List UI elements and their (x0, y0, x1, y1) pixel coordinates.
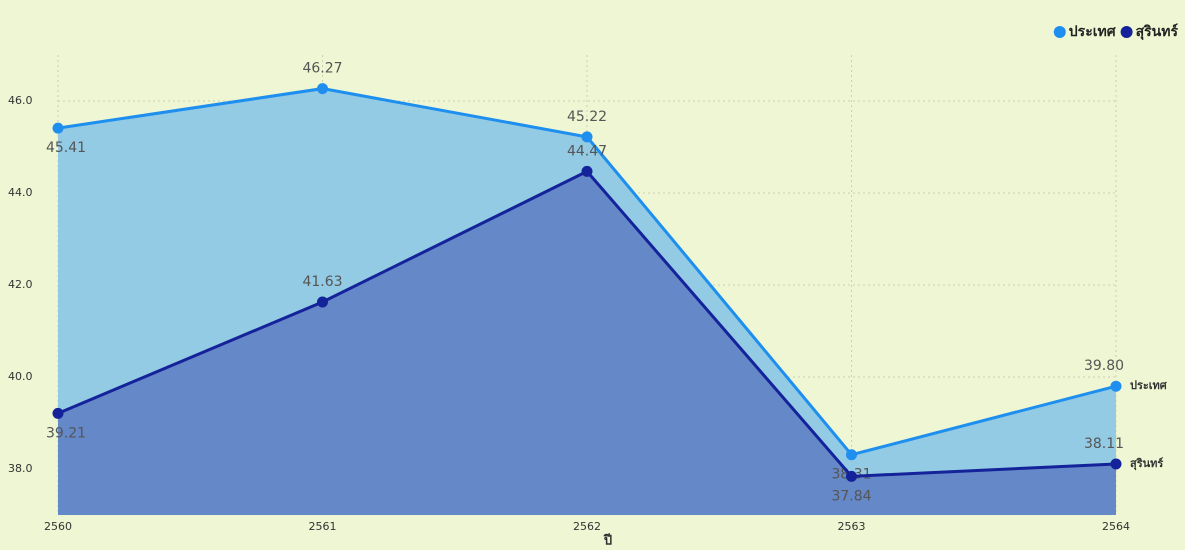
x-axis-title: ปี (603, 533, 612, 549)
point (581, 131, 593, 143)
x-tick-label: 2564 (1102, 520, 1130, 533)
x-tick-label: 2562 (573, 520, 601, 533)
x-tick-label: 2561 (309, 520, 337, 533)
value-label: 38.11 (1084, 436, 1124, 452)
value-label: 39.21 (46, 425, 86, 441)
x-tick-label: 2560 (44, 520, 72, 533)
value-label: 41.63 (302, 274, 342, 290)
y-tick-label: 44.0 (8, 186, 33, 199)
legend-swatch (1053, 26, 1066, 38)
area (58, 171, 1116, 515)
y-tick-label: 38.0 (8, 462, 33, 475)
end-label: ประเทศ (1130, 379, 1168, 392)
value-label: 46.27 (302, 61, 342, 77)
value-label: 39.80 (1084, 358, 1124, 374)
value-label: 44.47 (567, 143, 607, 159)
point (581, 165, 593, 177)
value-label: 45.22 (567, 109, 607, 125)
end-label: สุรินทร์ (1130, 457, 1163, 471)
point (846, 470, 857, 482)
point (317, 296, 328, 308)
legend-label: ประเทศ (1069, 24, 1117, 40)
point (846, 449, 857, 461)
point (52, 122, 64, 134)
y-tick-label: 46.0 (8, 94, 33, 107)
point (1110, 458, 1122, 470)
point (317, 83, 328, 95)
point (52, 407, 64, 419)
value-label: 45.41 (46, 140, 86, 156)
x-tick-label: 2563 (838, 520, 866, 533)
legend-label: สุรินทร์ (1136, 23, 1179, 40)
legend-swatch (1120, 26, 1133, 38)
point (1110, 380, 1122, 392)
y-tick-label: 40.0 (8, 370, 33, 383)
value-label: 37.84 (831, 488, 871, 504)
y-tick-label: 42.0 (8, 278, 33, 291)
